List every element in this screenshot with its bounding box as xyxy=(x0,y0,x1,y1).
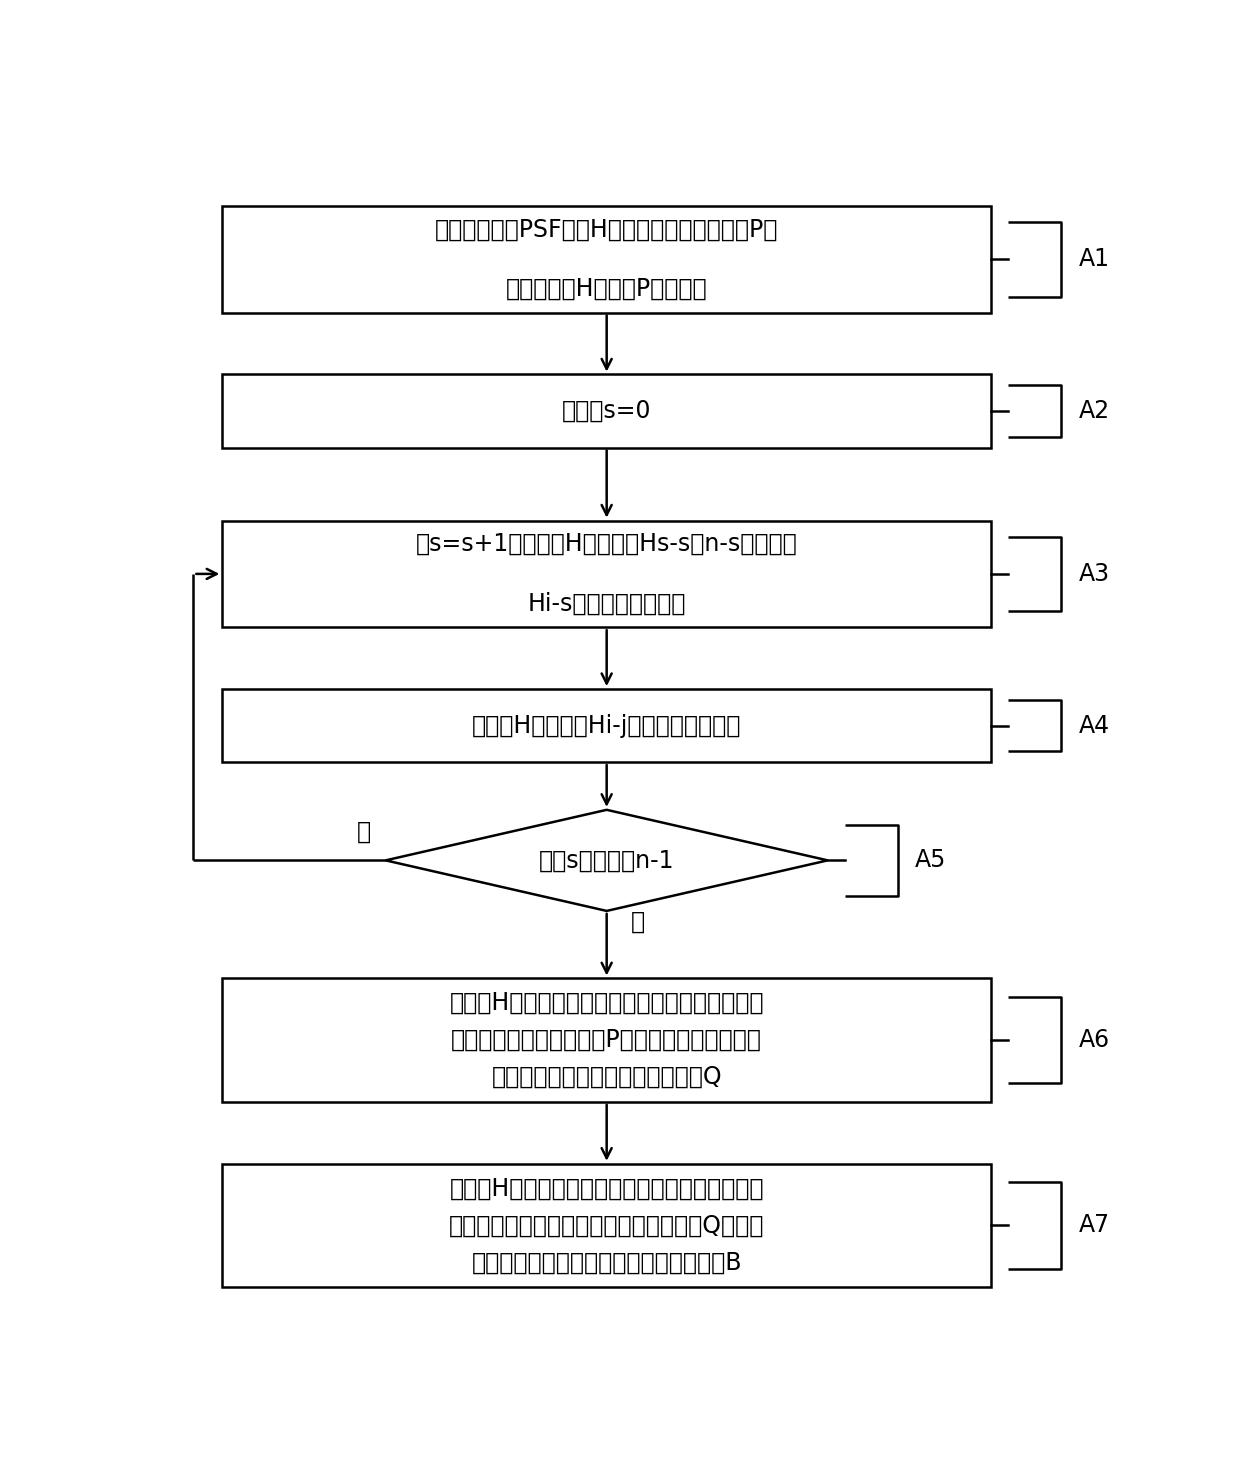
Text: A5: A5 xyxy=(915,848,946,872)
Text: A1: A1 xyxy=(1079,248,1110,271)
Text: 程组的常数项，计算得到物平面图像向量B: 程组的常数项，计算得到物平面图像向量B xyxy=(471,1250,742,1275)
Text: 是: 是 xyxy=(631,909,645,934)
Text: 计算得到作为中间变量的分块向量Q: 计算得到作为中间变量的分块向量Q xyxy=(491,1065,722,1090)
Text: Hi-s进行第一变换运算: Hi-s进行第一变换运算 xyxy=(527,592,686,616)
Bar xyxy=(222,689,991,762)
Bar xyxy=(222,375,991,448)
Polygon shape xyxy=(386,810,828,910)
Text: 程组的系数矩阵，将向量P作为方程组的常数项，: 程组的系数矩阵，将向量P作为方程组的常数项， xyxy=(451,1029,763,1052)
Bar xyxy=(222,1164,991,1287)
Text: 集合作为方程组的系数矩阵，将分块向量Q作为方: 集合作为方程组的系数矩阵，将分块向量Q作为方 xyxy=(449,1214,764,1237)
Bar xyxy=(222,206,991,312)
Text: 令s=s+1，对矩阵H的子矩阵Hs-s与n-s个子矩阵: 令s=s+1，对矩阵H的子矩阵Hs-s与n-s个子矩阵 xyxy=(415,533,797,556)
Text: 分别对矩阵H和向量P进行分块: 分别对矩阵H和向量P进行分块 xyxy=(506,277,708,301)
Text: A6: A6 xyxy=(1079,1029,1110,1052)
Bar xyxy=(222,521,991,627)
Bar xyxy=(222,979,991,1102)
Text: A4: A4 xyxy=(1079,713,1110,738)
Text: 将矩阵H中处于主对角线及主对角线以上的子矩阵: 将矩阵H中处于主对角线及主对角线以上的子矩阵 xyxy=(449,1176,764,1201)
Text: 初始化s=0: 初始化s=0 xyxy=(562,398,651,423)
Text: A7: A7 xyxy=(1079,1214,1110,1237)
Text: 输入二维化的PSF矩阵H与向量化的像平面图像P，: 输入二维化的PSF矩阵H与向量化的像平面图像P， xyxy=(435,217,779,241)
Text: 对矩阵H的子矩阵Hi-j进行第二变换运算: 对矩阵H的子矩阵Hi-j进行第二变换运算 xyxy=(472,713,742,738)
Text: A3: A3 xyxy=(1079,562,1110,587)
Text: 判断s是否等于n-1: 判断s是否等于n-1 xyxy=(539,848,675,872)
Text: 否: 否 xyxy=(357,820,371,843)
Text: A2: A2 xyxy=(1079,398,1110,423)
Text: 将矩阵H中处于主对角线以下的子矩阵集合作为方: 将矩阵H中处于主对角线以下的子矩阵集合作为方 xyxy=(449,991,764,1015)
